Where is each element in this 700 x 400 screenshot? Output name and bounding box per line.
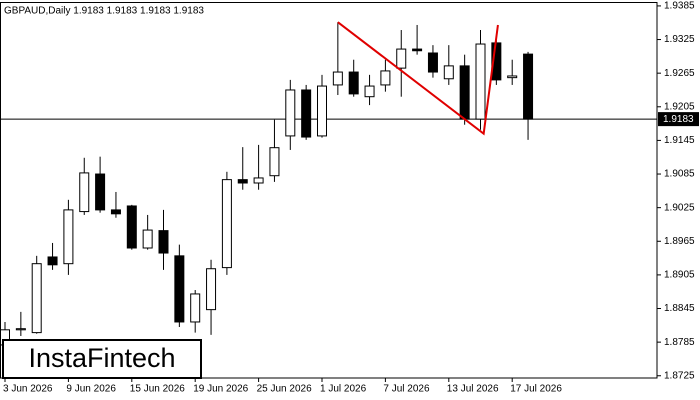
y-tick-label: 1.9145 <box>664 135 695 146</box>
candle-body <box>412 48 423 52</box>
pattern-line <box>337 21 499 136</box>
watermark-box <box>2 339 202 379</box>
candle-body <box>253 177 264 184</box>
candle-body <box>126 205 137 249</box>
candle-body <box>523 53 534 120</box>
plot-area <box>0 21 657 350</box>
candle-body <box>221 179 232 269</box>
price-label: 1.9183 <box>663 114 694 125</box>
candle-body <box>47 256 58 266</box>
y-tick-label: 1.8725 <box>664 370 695 381</box>
candle-body <box>301 89 312 138</box>
candle-body <box>95 173 106 211</box>
y-tick-label: 1.8905 <box>664 270 695 281</box>
candle-body <box>142 229 153 249</box>
candle-body <box>237 179 248 184</box>
x-tick-label: 17 Jul 2026 <box>510 384 562 395</box>
candle-body <box>396 48 407 69</box>
y-tick-label: 1.8845 <box>664 303 695 314</box>
candle-body <box>285 89 296 137</box>
x-tick-label: 7 Jul 2026 <box>383 384 430 395</box>
y-tick-label: 1.9025 <box>664 202 695 213</box>
x-tick-label: 25 Jun 2026 <box>257 384 312 395</box>
candle-body <box>507 75 518 79</box>
price-label-box <box>658 112 699 127</box>
plot-frame <box>0 2 658 379</box>
candle-body <box>380 70 391 86</box>
y-tick-label: 1.9385 <box>664 1 695 12</box>
x-tick-label: 1 Jul 2026 <box>320 384 367 395</box>
y-tick-label: 1.9085 <box>664 169 695 180</box>
candle-body <box>427 52 438 73</box>
candle-body <box>364 85 375 98</box>
y-tick-label: 1.8965 <box>664 236 695 247</box>
x-tick-label: 13 Jul 2026 <box>447 384 499 395</box>
candle-body <box>459 65 470 120</box>
x-tick-label: 19 Jun 2026 <box>193 384 248 395</box>
watermark: InstaFintech <box>28 343 175 373</box>
chart-title: GBPAUD,Daily 1.9183 1.9183 1.9183 1.9183 <box>4 6 204 17</box>
x-tick-label: 3 Jun 2026 <box>3 384 53 395</box>
candle-body <box>158 230 169 254</box>
candle-body <box>15 328 26 331</box>
x-tick-label: 15 Jun 2026 <box>130 384 185 395</box>
y-tick-label: 1.9325 <box>664 34 695 45</box>
candle-body <box>475 43 486 120</box>
y-tick-label: 1.8785 <box>664 337 695 348</box>
y-tick-label: 1.9265 <box>664 68 695 79</box>
candle-body <box>269 147 280 177</box>
candle-body <box>79 172 90 213</box>
candle-body <box>63 209 74 265</box>
candle-body <box>174 255 185 323</box>
candle-body <box>110 209 121 215</box>
candle-body <box>443 65 454 80</box>
y-tick-label: 1.9205 <box>664 101 695 112</box>
candle-body <box>332 71 343 86</box>
candle-body <box>31 263 42 334</box>
candle-body <box>348 71 359 95</box>
candle-body <box>206 268 217 311</box>
candle-body <box>317 85 327 137</box>
candle-body <box>190 293 201 323</box>
x-tick-label: 9 Jun 2026 <box>66 384 116 395</box>
